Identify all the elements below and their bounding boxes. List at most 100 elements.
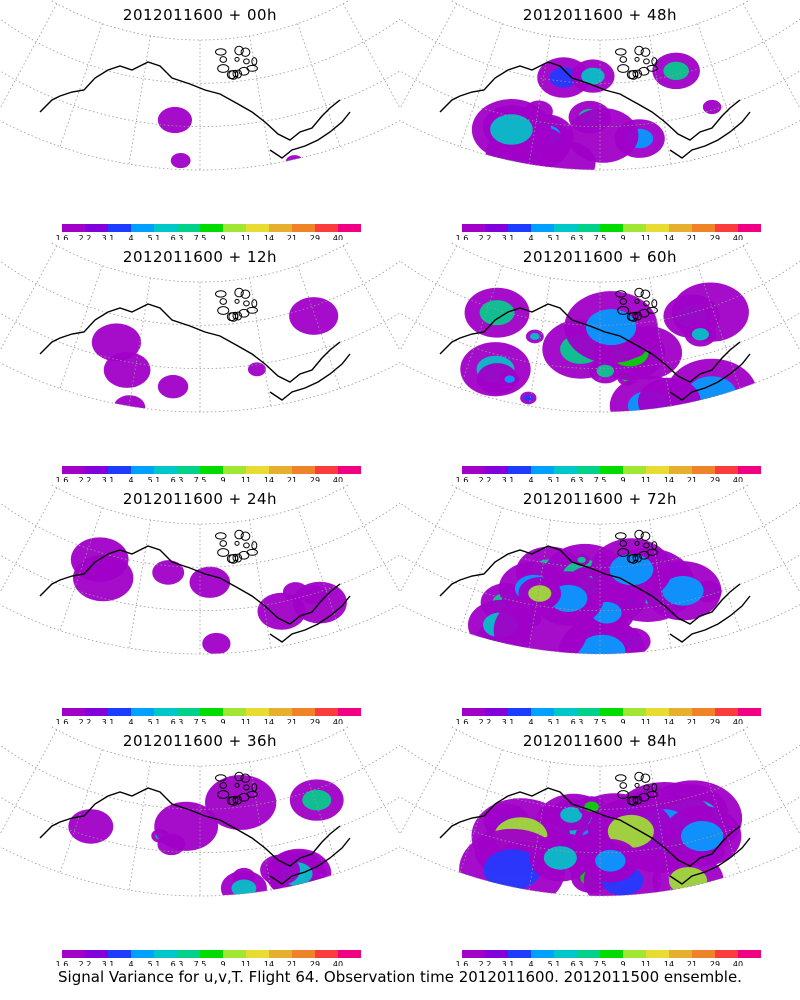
colorbar-label: 14 xyxy=(264,234,274,240)
island-outline xyxy=(240,773,251,783)
colorbar-swatch xyxy=(315,466,338,474)
colorbar-label: 5.1 xyxy=(548,476,561,482)
variance-region xyxy=(567,108,639,163)
latitude-line xyxy=(0,846,400,897)
coastline xyxy=(39,303,341,383)
colorbar-label: 5.1 xyxy=(548,718,561,724)
colorbar-swatch xyxy=(269,950,292,958)
panel-title: 2012011600 + 24h xyxy=(122,490,278,508)
island-outline xyxy=(243,784,250,791)
island-outline xyxy=(617,790,630,799)
colorbar-swatch xyxy=(223,466,246,474)
variance-region xyxy=(479,300,515,326)
colorbar-swatch xyxy=(462,466,485,474)
map-panel: 2012011600 + 36h 1.6 2.2 3.1 4 5.1 6.3 7.5 9 11 14… xyxy=(0,726,400,966)
island-outline xyxy=(634,529,644,540)
colorbar-swatch xyxy=(108,466,131,474)
latitude-line xyxy=(400,18,800,84)
coastline xyxy=(269,353,351,401)
colorbar-label: 14 xyxy=(264,960,274,966)
panel-title: 2012011600 + 00h xyxy=(122,6,278,24)
island-outline xyxy=(219,56,228,63)
colorbar-swatch xyxy=(715,950,738,958)
longitude-line xyxy=(528,277,551,407)
latitude-line xyxy=(0,744,400,810)
variance-region xyxy=(596,364,615,378)
colorbar-label: 21 xyxy=(687,476,697,482)
colorbar-label: 9 xyxy=(220,960,225,966)
island-outline xyxy=(246,306,258,314)
island-outline xyxy=(628,796,639,806)
longitude-line xyxy=(342,729,400,836)
colorbar-swatch xyxy=(315,708,338,716)
island-outline xyxy=(640,289,651,299)
colorbar-label: 1.6 xyxy=(56,960,69,966)
colorbar-swatch xyxy=(246,708,269,716)
latitude-line xyxy=(400,70,800,128)
island-outline xyxy=(243,300,250,307)
variance-region xyxy=(585,309,637,346)
longitude-line xyxy=(785,484,800,563)
longitude-line xyxy=(742,487,800,594)
variance-region xyxy=(549,67,578,88)
colorbar-label: 29 xyxy=(310,476,320,482)
longitude-line xyxy=(528,35,551,165)
longitude-line xyxy=(249,519,272,649)
colorbar-label: 1.6 xyxy=(56,476,69,482)
island-outline xyxy=(234,45,244,56)
latitude-line xyxy=(0,796,400,854)
coastline xyxy=(39,787,341,867)
colorbar-swatch xyxy=(223,708,246,716)
colorbar-swatch xyxy=(177,224,200,232)
variance-region xyxy=(609,553,654,586)
colorbar-label: 6.3 xyxy=(171,718,184,724)
island-outline xyxy=(228,796,239,806)
colorbar-swatch xyxy=(200,224,223,232)
variance-region xyxy=(157,374,189,399)
colorbar-label: 40 xyxy=(733,718,743,724)
colorbar-swatch xyxy=(669,950,692,958)
colorbar-label: 14 xyxy=(664,234,674,240)
island-outline xyxy=(634,540,640,546)
colorbar-label: 11 xyxy=(241,234,251,240)
map-panel: 2012011600 + 48h 1.6 2.2 3.1 4 5.1 6.3 7.5 9 11 14… xyxy=(400,0,800,240)
colorbar-label: 2.2 xyxy=(79,476,92,482)
colorbar-label: 29 xyxy=(310,718,320,724)
longitude-line xyxy=(697,749,741,873)
map-panel: 2012011600 + 12h 1.6 2.2 3.1 4 5.1 6.3 7.5 9 11 14… xyxy=(0,242,400,482)
colorbar-swatch xyxy=(177,466,200,474)
colorbar-swatch xyxy=(177,950,200,958)
variance-region xyxy=(528,585,552,602)
latitude-line xyxy=(0,70,400,128)
colorbar-swatch xyxy=(554,708,577,716)
variance-region xyxy=(247,362,266,377)
longitude-line xyxy=(249,277,272,407)
latitude-line xyxy=(0,120,400,171)
longitude-line xyxy=(0,487,58,594)
colorbar-swatch xyxy=(531,224,554,232)
colorbar-swatch xyxy=(669,708,692,716)
colorbar-swatch xyxy=(600,950,623,958)
colorbar-swatch xyxy=(600,224,623,232)
island-outline xyxy=(643,784,650,791)
panel-title: 2012011600 + 36h xyxy=(122,732,278,750)
longitude-line xyxy=(697,23,741,147)
colorbar-label: 7.5 xyxy=(594,960,607,966)
island-outline xyxy=(243,58,250,65)
colorbar-swatch xyxy=(62,708,85,716)
colorbar-label: 5.1 xyxy=(548,234,561,240)
colorbar-swatch xyxy=(623,708,646,716)
colorbar: 1.6 2.2 3.1 4 5.1 6.3 7.5 9 11 14 21 29 40 xyxy=(56,224,361,240)
island-outline xyxy=(646,790,658,798)
map-panel: 2012011600 + 24h 1.6 2.2 3.1 4 5.1 6.3 7.5 9 11 14… xyxy=(0,484,400,724)
island-outline xyxy=(217,64,230,73)
island-outline xyxy=(640,47,651,57)
colorbar-swatch xyxy=(485,950,508,958)
longitude-line xyxy=(385,242,400,321)
island-outline xyxy=(634,782,640,788)
colorbar-swatch xyxy=(131,950,154,958)
longitude-line xyxy=(785,726,800,805)
variance-region xyxy=(68,809,114,844)
colorbar-swatch xyxy=(623,950,646,958)
colorbar-label: 4 xyxy=(528,718,533,724)
